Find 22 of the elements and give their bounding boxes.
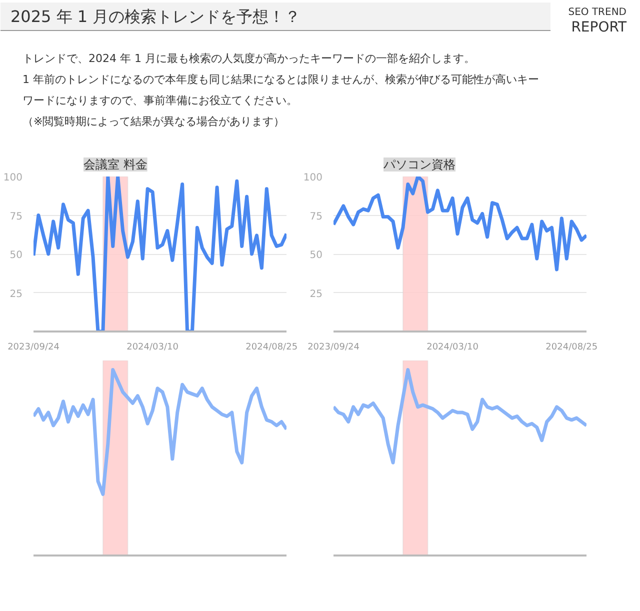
x-tick-label: 2023/09/24 bbox=[308, 342, 360, 352]
y-tick-label: 75 bbox=[10, 211, 23, 222]
text: SEO TREND REPORT bbox=[568, 7, 627, 36]
y-tick-label: 25 bbox=[310, 288, 323, 300]
y-tick-label: 100 bbox=[303, 172, 323, 184]
text: 2025 年 1 月の検索トレンドを予想！？ bbox=[10, 7, 301, 26]
y-tick-label: 50 bbox=[10, 250, 23, 261]
text: （※閲覧時期によって結果が異なる場合があります） bbox=[22, 115, 285, 128]
x-tick-label: 2024/08/25 bbox=[546, 342, 598, 352]
text: ワードになりますので、事前準備にお役立てください。 bbox=[22, 94, 298, 107]
chart-title: パソコン資格 bbox=[382, 158, 456, 172]
x-tick-label: 2024/03/10 bbox=[426, 342, 479, 352]
chart-title: 会議室 料金 bbox=[84, 158, 148, 172]
x-tick-label: 2024/03/10 bbox=[126, 342, 179, 352]
text: 1 年前のトレンドになるので本年度も同じ結果になるとは限りませんが、検索が伸びる可能性が高いキー bbox=[22, 73, 539, 86]
y-tick-label: 75 bbox=[310, 211, 323, 222]
y-tick-label: 25 bbox=[10, 288, 23, 300]
x-tick-label: 2024/08/25 bbox=[246, 342, 298, 352]
y-tick-label: 100 bbox=[3, 172, 23, 184]
y-tick-label: 50 bbox=[310, 250, 323, 261]
text: トレンドで、2024 年 1 月に最も検索の人気度が高かったキーワードの一部を紹介します。 bbox=[22, 52, 475, 65]
x-tick-label: 2023/09/24 bbox=[8, 342, 60, 352]
